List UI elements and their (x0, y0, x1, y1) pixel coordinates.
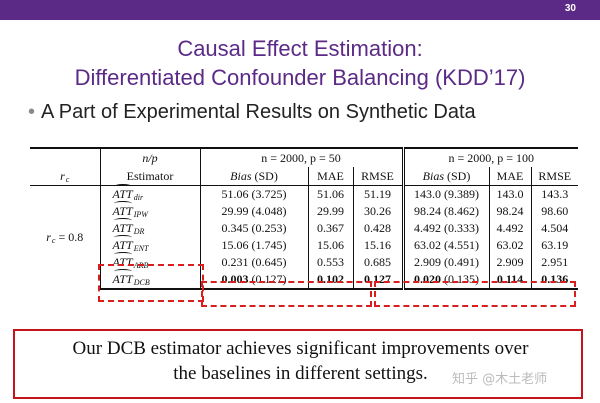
table-row: ATTDR 0.345 (0.253) 0.367 0.428 4.492 (0… (30, 218, 578, 237)
highlight-box-estimator (98, 264, 204, 302)
watermark: 知乎 @木土老师 (452, 372, 548, 387)
header-bias-sd-2: Bias (SD) (403, 167, 490, 186)
table-row: ATTENT 15.06 (1.745) 15.06 15.16 63.02 (… (30, 235, 578, 254)
rmse-cell: 51.19 (353, 185, 405, 203)
row-group-label: rc = 0.8 (30, 185, 101, 289)
bias-sd-cell: 0.345 (0.253) (200, 220, 309, 237)
conclusion-line-1: Our DCB estimator achieves significant i… (72, 338, 529, 359)
table-header-row: n/p n = 2000, p = 50 n = 2000, p = 100 (30, 147, 578, 167)
mae-cell: 63.02 (489, 237, 532, 254)
header-rmse-1: RMSE (353, 167, 405, 186)
title-line-2: Differentiated Confounder Balancing (KDD… (74, 65, 526, 90)
table-row: ATTIPW 29.99 (4.048) 29.99 30.26 98.24 (… (30, 201, 578, 220)
mae-cell: 98.24 (489, 203, 532, 220)
estimator-cell: ATTDR (100, 218, 201, 237)
header-rc: rc (30, 167, 101, 186)
header-group-1: n = 2000, p = 50 (200, 147, 405, 167)
mae-cell: 29.99 (308, 203, 354, 220)
table-row: ATTARB 0.231 (0.645) 0.553 0.685 2.909 (… (30, 252, 578, 271)
bias-sd-cell: 0.231 (0.645) (200, 254, 309, 271)
title-line-1: Causal Effect Estimation: (177, 36, 423, 61)
mae-cell: 0.553 (308, 254, 354, 271)
mae-cell: 4.492 (489, 220, 532, 237)
bias-sd-cell: 63.02 (4.551) (403, 237, 490, 254)
conclusion-box (13, 329, 583, 399)
table-subheader-row: rc Estimator Bias (SD) MAE RMSE Bias (SD… (30, 167, 578, 186)
header-estimator: Estimator (100, 167, 201, 186)
mae-cell: 143.0 (489, 185, 532, 203)
estimator-cell: ATTENT (100, 235, 201, 254)
bias-sd-cell: 4.492 (0.333) (403, 220, 490, 237)
mae-cell: 51.06 (308, 185, 354, 203)
bias-sd-cell: 51.06 (3.725) (200, 185, 309, 203)
slide-number: 30 (564, 3, 576, 14)
rmse-cell: 4.504 (541, 221, 569, 235)
rmse-cell: 0.428 (353, 220, 405, 237)
estimator-cell: ATTdir (100, 184, 201, 203)
rmse-cell: 2.951 (541, 255, 569, 269)
bias-sd-cell: 29.99 (4.048) (200, 203, 309, 220)
header-mae-2: MAE (489, 167, 532, 186)
rmse-cell: 63.19 (541, 238, 569, 252)
rmse-cell: 98.60 (541, 204, 569, 218)
header-mae-1: MAE (308, 167, 354, 186)
mae-cell: 15.06 (308, 237, 354, 254)
estimator-cell: ATTIPW (100, 201, 201, 220)
rmse-cell: 0.127 (353, 271, 405, 290)
estimator-cell: ATTDCB (100, 269, 201, 290)
slide-title: Causal Effect Estimation: Differentiated… (0, 34, 600, 92)
rmse-cell: 143.3 (541, 187, 569, 201)
bias-sd-cell: 15.06 (1.745) (200, 237, 309, 254)
bias-sd-cell: 98.24 (8.462) (403, 203, 490, 220)
rmse-cell: 30.26 (353, 203, 405, 220)
mae-cell: 0.367 (308, 220, 354, 237)
conclusion-line-2: the baselines in different settings. (173, 363, 428, 384)
header-bias-sd-1: Bias (SD) (200, 167, 309, 186)
bias-sd-cell: 2.909 (0.491) (403, 254, 490, 271)
highlight-box-group-1 (201, 281, 372, 307)
mae-cell: 2.909 (489, 254, 532, 271)
bullet-dot-icon: • (28, 101, 36, 123)
rmse-cell: 15.16 (353, 237, 405, 254)
results-table: n/p n = 2000, p = 50 n = 2000, p = 100 r… (30, 147, 578, 290)
results-table-container: n/p n = 2000, p = 50 n = 2000, p = 100 r… (30, 147, 578, 290)
bullet-text: A Part of Experimental Results on Synthe… (41, 101, 476, 123)
header-rmse-2: RMSE (531, 167, 578, 186)
bias-sd-cell: 143.0 (9.389) (403, 185, 490, 203)
rmse-cell: 0.685 (353, 254, 405, 271)
bullet-point: • A Part of Experimental Results on Synth… (28, 101, 476, 124)
header-empty-cell (30, 147, 101, 167)
conclusion-text: Our DCB estimator achieves significant i… (28, 336, 573, 386)
header-group-2: n = 2000, p = 100 (403, 147, 578, 167)
header-bar: 30 (0, 0, 600, 20)
highlight-box-group-2 (374, 281, 576, 307)
header-np: n/p (100, 147, 201, 167)
table-row: rc = 0.8 ATTdir 51.06 (3.725) 51.06 51.1… (30, 184, 578, 289)
mae-cell: 0.114 (489, 271, 532, 290)
